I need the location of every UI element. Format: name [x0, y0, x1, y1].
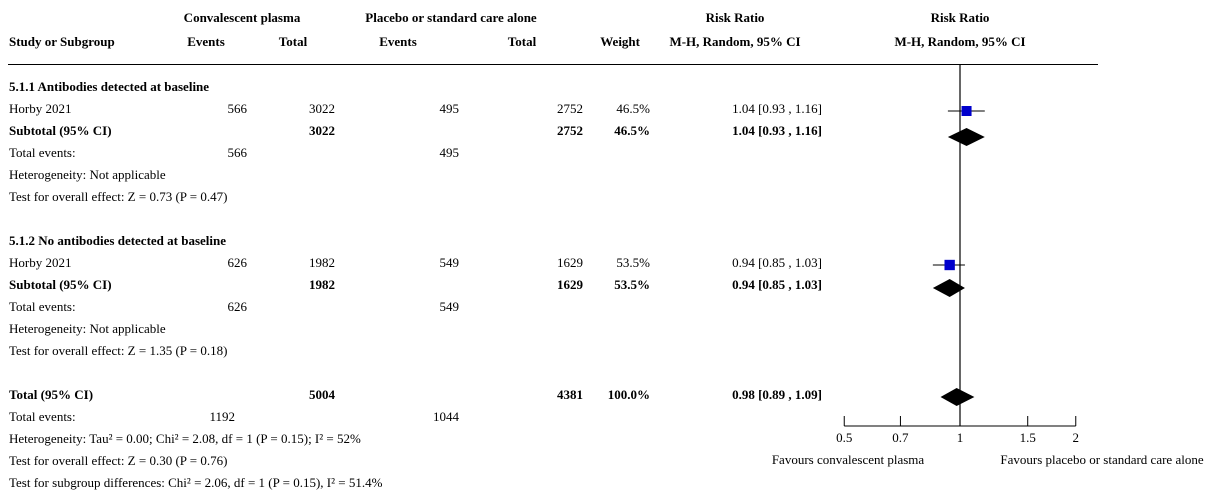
x-axis-tick-label: 0.5	[836, 430, 852, 445]
total-weight: 100.0%	[607, 387, 650, 402]
subgroup2-events1: 626	[227, 255, 248, 270]
header-group2: Placebo or standard care alone	[365, 10, 537, 25]
subgroup1-heterogeneity: Heterogeneity: Not applicable	[9, 167, 166, 182]
subgroup1-total-events1: 566	[227, 145, 248, 160]
subgroup1-title: 5.1.1 Antibodies detected at baseline	[9, 79, 210, 94]
subgroup1-subtotal-total1: 3022	[309, 123, 335, 138]
subgroup2-study: Horby 2021	[9, 255, 72, 270]
subgroup2-subtotal-total1: 1982	[309, 277, 335, 292]
subgroup1-total-events2: 495	[439, 145, 460, 160]
subgroup1-study: Horby 2021	[9, 101, 72, 116]
header-study-col: Study or Subgroup	[9, 34, 115, 49]
x-axis-tick-label: 2	[1073, 430, 1080, 445]
header-total1: Total	[278, 34, 308, 49]
x-axis-tick-label: 1.5	[1020, 430, 1036, 445]
header-total2: Total	[507, 34, 537, 49]
total-label: Total (95% CI)	[9, 387, 94, 402]
study-marker	[961, 106, 972, 116]
x-axis-tick-label: 1	[957, 430, 964, 445]
subgroup1-events1: 566	[227, 101, 248, 116]
header-rr-top: Risk Ratio	[705, 10, 765, 25]
subgroup2-events2: 549	[439, 255, 460, 270]
subgroup1-subtotal-label: Subtotal (95% CI)	[9, 123, 112, 138]
total-events1: 1192	[209, 409, 235, 424]
header-events1: Events	[187, 34, 225, 49]
subgroup1-weight: 46.5%	[616, 101, 650, 116]
pooled-diamond	[947, 128, 985, 146]
subgroup2-weight: 53.5%	[616, 255, 650, 270]
subgroup1-total2: 2752	[557, 101, 583, 116]
subgroup2-total-events2: 549	[439, 299, 460, 314]
header-group1: Convalescent plasma	[183, 10, 301, 25]
total-total2: 4381	[557, 387, 583, 402]
header-method-plot: M-H, Random, 95% CI	[894, 34, 1026, 49]
subgroup1-events2: 495	[439, 101, 460, 116]
favours-right-label: Favours placebo or standard care alone	[1000, 452, 1204, 467]
subgroup2-total-events1: 626	[227, 299, 248, 314]
total-total1: 5004	[309, 387, 335, 402]
subgroup-differences: Test for subgroup differences: Chi² = 2.…	[9, 475, 383, 490]
subgroup1-ci: 1.04 [0.93 , 1.16]	[732, 101, 822, 116]
subgroup2-subtotal-total2: 1629	[557, 277, 583, 292]
subgroup2-total-events-label: Total events:	[9, 299, 76, 314]
x-axis-tick-label: 0.7	[892, 430, 909, 445]
subgroup2-subtotal-ci: 0.94 [0.85 , 1.03]	[732, 277, 822, 292]
favours-left-label: Favours convalescent plasma	[771, 452, 925, 467]
total-overall-effect: Test for overall effect: Z = 0.30 (P = 0…	[9, 453, 228, 468]
header-weight: Weight	[600, 34, 640, 49]
header-method: M-H, Random, 95% CI	[669, 34, 801, 49]
subgroup1-subtotal-total2: 2752	[557, 123, 583, 138]
subgroup2-subtotal-weight: 53.5%	[614, 277, 650, 292]
total-events2: 1044	[433, 409, 459, 424]
total-events-label: Total events:	[9, 409, 76, 424]
subgroup2-title: 5.1.2 No antibodies detected at baseline	[9, 233, 227, 248]
subgroup1-total-events-label: Total events:	[9, 145, 76, 160]
subgroup2-total1: 1982	[309, 255, 335, 270]
subgroup2-overall-effect: Test for overall effect: Z = 1.35 (P = 0…	[9, 343, 228, 358]
header-events2: Events	[379, 34, 417, 49]
subgroup1-subtotal-ci: 1.04 [0.93 , 1.16]	[732, 123, 822, 138]
total-ci: 0.98 [0.89 , 1.09]	[732, 387, 822, 402]
subgroup1-total1: 3022	[309, 101, 335, 116]
subgroup2-total2: 1629	[557, 255, 583, 270]
pooled-diamond	[932, 279, 965, 297]
header-divider	[8, 64, 1098, 65]
study-marker	[944, 259, 955, 271]
subgroup1-overall-effect: Test for overall effect: Z = 0.73 (P = 0…	[9, 189, 228, 204]
subgroup2-subtotal-label: Subtotal (95% CI)	[9, 277, 112, 292]
total-heterogeneity: Heterogeneity: Tau² = 0.00; Chi² = 2.08,…	[9, 431, 361, 446]
subgroup2-heterogeneity: Heterogeneity: Not applicable	[9, 321, 166, 336]
header-rr-plot-top: Risk Ratio	[930, 10, 990, 25]
subgroup1-subtotal-weight: 46.5%	[614, 123, 650, 138]
pooled-diamond	[940, 388, 975, 406]
subgroup2-ci: 0.94 [0.85 , 1.03]	[732, 255, 822, 270]
